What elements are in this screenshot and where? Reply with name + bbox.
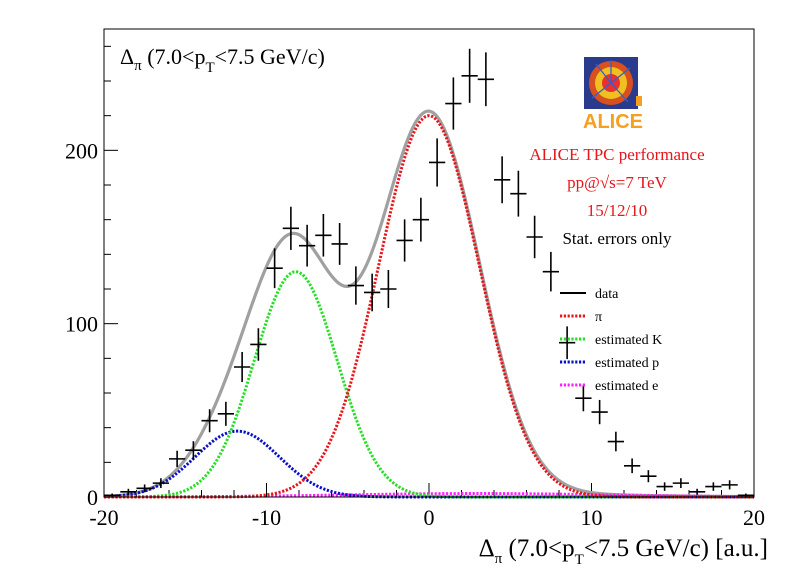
data-point xyxy=(494,156,511,204)
x-tick-label: 20 xyxy=(743,505,765,530)
chart-title: Δπ (7.0<pT<7.5 GeV/c) xyxy=(120,44,325,76)
y-tick-label: 200 xyxy=(65,138,98,163)
data-point xyxy=(412,197,429,242)
data-point xyxy=(234,351,251,383)
x-tick-label: -20 xyxy=(89,505,118,530)
data-point xyxy=(591,399,608,425)
x-axis-title: Δπ (7.0<pT<7.5 GeV/c) [a.u.] xyxy=(479,535,768,568)
title-pi: π xyxy=(134,58,142,74)
legend: data π estimated K estimated p estimated e xyxy=(560,287,662,394)
annotation-date: 15/12/10 xyxy=(587,201,647,220)
xlabel-tail: <7.5 GeV/c) [a.u.] xyxy=(584,535,768,562)
y-tick-label: 0 xyxy=(87,485,98,510)
data-point xyxy=(104,493,121,497)
data-point xyxy=(705,482,722,491)
data-point xyxy=(266,248,283,289)
data-point xyxy=(640,470,657,483)
data-point xyxy=(299,224,316,267)
data-point xyxy=(526,215,543,259)
legend-label: estimated p xyxy=(595,356,659,371)
data-point xyxy=(737,493,754,497)
data-point xyxy=(624,458,641,474)
data-point xyxy=(461,48,478,103)
data-point xyxy=(575,385,592,412)
annotation-performance: ALICE TPC performance xyxy=(529,145,704,164)
legend-label: estimated K xyxy=(595,333,662,348)
title-pt-subscript: T xyxy=(205,60,214,76)
x-tick-label: -10 xyxy=(252,505,281,530)
data-point xyxy=(559,326,576,360)
data-point xyxy=(542,251,559,292)
x-tick-label: 10 xyxy=(581,505,603,530)
legend-label: data xyxy=(595,287,619,302)
data-point xyxy=(380,270,397,308)
data-point xyxy=(429,138,446,187)
data-point xyxy=(445,77,462,130)
data-point xyxy=(136,484,153,493)
data-point xyxy=(672,478,689,489)
title-delta: Δ xyxy=(120,44,134,69)
logo-text: ALICE xyxy=(583,111,643,133)
data-point xyxy=(510,170,527,217)
data-point xyxy=(120,488,137,495)
annotation-energy: pp@√s=7 TeV xyxy=(567,173,667,192)
logo-figure xyxy=(636,96,642,106)
data-point xyxy=(152,478,169,489)
data-point xyxy=(201,409,218,433)
title-tail: <7.5 GeV/c) xyxy=(215,44,325,69)
data-point xyxy=(347,266,364,305)
data-point xyxy=(185,441,202,460)
legend-label: π xyxy=(595,310,602,325)
annotation-stat-errors: Stat. errors only xyxy=(562,229,672,248)
title-lead: (7.0<p xyxy=(142,44,206,69)
xlabel-pt-subscript: T xyxy=(575,552,584,568)
xlabel-delta: Δ xyxy=(479,535,495,562)
alice-logo: ALICE xyxy=(583,57,643,133)
legend-label: estimated e xyxy=(595,379,658,394)
data-point xyxy=(282,206,299,250)
data-point xyxy=(217,401,234,426)
logo-tracks xyxy=(591,60,631,103)
plot-frame xyxy=(103,28,755,498)
xlabel-pi: π xyxy=(495,551,503,567)
data-point xyxy=(169,450,186,467)
y-tick-label: 100 xyxy=(65,312,98,337)
xlabel-lead: (7.0<p xyxy=(502,535,574,562)
data-point xyxy=(721,480,738,490)
data-point xyxy=(315,213,332,257)
x-tick-label: 0 xyxy=(424,505,435,530)
data-point xyxy=(607,431,624,452)
data-point xyxy=(689,488,706,495)
data-point xyxy=(656,482,673,491)
data-point xyxy=(477,52,494,107)
data-point xyxy=(331,222,348,265)
data-point xyxy=(396,219,413,262)
data-point xyxy=(364,273,381,312)
data-point xyxy=(250,328,267,361)
